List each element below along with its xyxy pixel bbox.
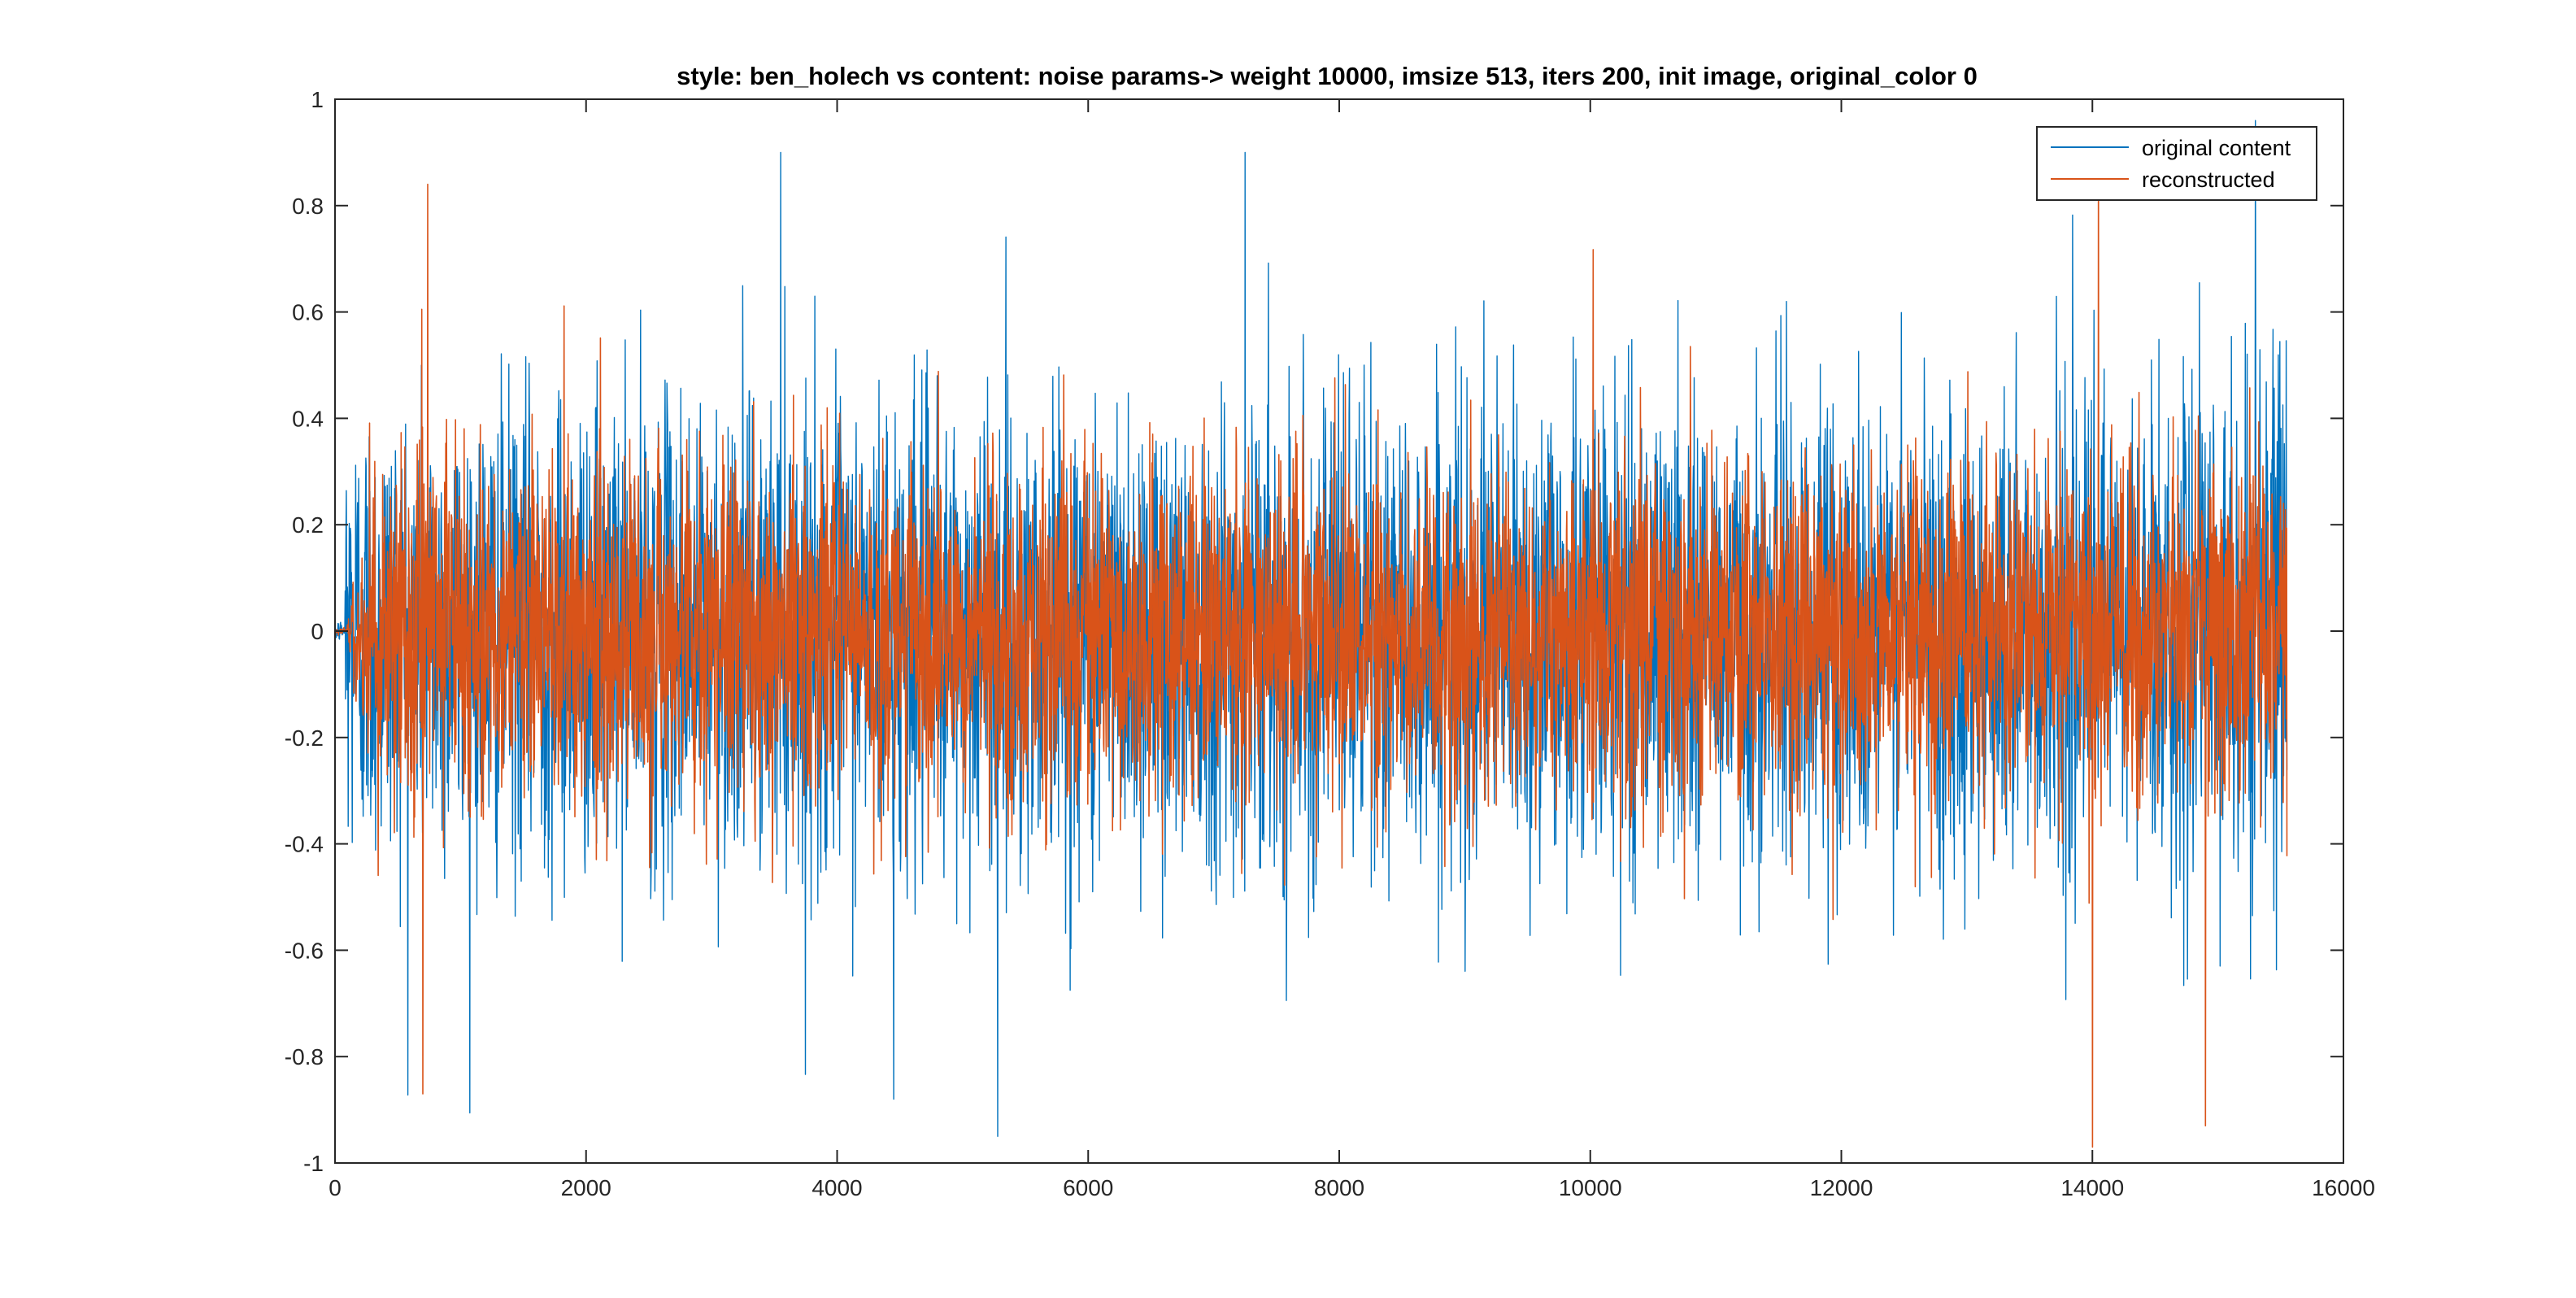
x-tick-label: 8000 — [1314, 1175, 1364, 1200]
legend-entry-original-content: original content — [2142, 136, 2291, 160]
series-line-reconstructed — [334, 136, 2288, 1148]
x-axis: 0 2000 4000 6000 8000 10000 12000 14000 16000 — [329, 99, 2375, 1200]
y-tick-label: 0.6 — [292, 300, 324, 325]
plot-area — [334, 120, 2288, 1148]
legend-box — [2036, 126, 2317, 201]
y-tick-label: 0 — [311, 619, 324, 644]
y-axis: -1 -0.8 -0.6 -0.4 -0.2 0 0.2 0.4 0.6 0.8 1 — [285, 87, 2343, 1176]
x-tick-label: 14000 — [2060, 1175, 2124, 1200]
y-tick-label: 0.8 — [292, 194, 324, 219]
y-tick-label: -0.2 — [285, 725, 324, 751]
legend-entry-reconstructed: reconstructed — [2142, 168, 2275, 192]
x-tick-label: 0 — [329, 1175, 342, 1200]
y-tick-label: 0.2 — [292, 512, 324, 538]
x-tick-label: 4000 — [812, 1175, 862, 1200]
x-tick-label: 2000 — [561, 1175, 611, 1200]
y-tick-label: -0.8 — [285, 1044, 324, 1069]
x-tick-label: 6000 — [1063, 1175, 1113, 1200]
legend: original content reconstructed — [2036, 126, 2317, 201]
x-tick-label: 16000 — [2312, 1175, 2375, 1200]
x-tick-label: 12000 — [1810, 1175, 1873, 1200]
y-tick-label: 0.4 — [292, 406, 324, 431]
y-tick-label: -1 — [303, 1151, 324, 1176]
chart-title: style: ben_holech vs content: noise para… — [677, 62, 1978, 90]
x-tick-label: 10000 — [1559, 1175, 1622, 1200]
y-tick-label: -0.6 — [285, 938, 324, 963]
y-tick-label: 1 — [311, 87, 324, 112]
y-tick-label: -0.4 — [285, 832, 324, 857]
